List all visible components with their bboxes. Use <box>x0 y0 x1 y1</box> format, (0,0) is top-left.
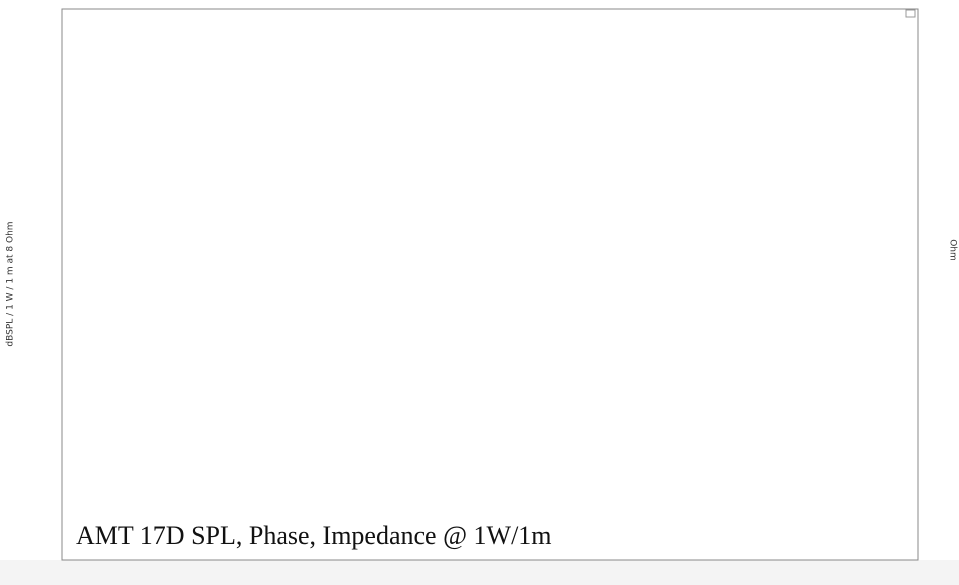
y-axis-label: dBSPL / 1 W / 1 m at 8 Ohm <box>6 221 16 346</box>
x-axis-strip <box>0 560 959 585</box>
y2-axis-label: Ohm <box>948 239 958 261</box>
window-icon <box>905 9 916 18</box>
plot-frame <box>61 8 919 561</box>
chart-title: AMT 17D SPL, Phase, Impedance @ 1W/1m <box>76 521 552 550</box>
